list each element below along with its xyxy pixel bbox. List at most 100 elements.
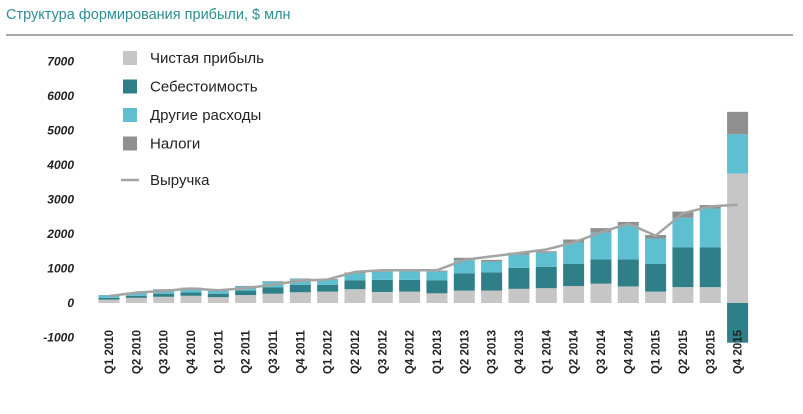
bar-segment	[453, 273, 475, 291]
x-tick-label: Q4 2014	[623, 329, 635, 374]
bar-segment	[317, 284, 339, 292]
bar-segment	[727, 134, 749, 174]
bar-segment	[344, 273, 366, 281]
bar-segment	[590, 259, 612, 284]
bar-segment	[535, 288, 557, 303]
bar-segment	[645, 264, 667, 292]
x-tick-label: Q4 2012	[405, 330, 417, 374]
bar-segment	[371, 279, 393, 292]
y-tick-label: 2000	[46, 227, 74, 241]
y-axis: 7000 6000 5000 4000 3000 2000 1000 0 -1000	[43, 55, 74, 345]
legend-swatch	[123, 108, 137, 122]
revenue-line	[108, 203, 738, 298]
bar-segment	[153, 293, 175, 297]
x-tick-label: Q2 2012	[350, 330, 362, 374]
bar-segment	[153, 296, 175, 303]
y-tick-label: 7000	[47, 55, 74, 69]
bar-segment	[262, 293, 284, 303]
x-tick-label: Q1 2011	[213, 330, 225, 374]
bar-segment	[371, 271, 393, 280]
bar-segment	[617, 225, 639, 260]
bar-segment	[563, 242, 585, 265]
bar-segment	[727, 173, 749, 303]
bar-segment	[590, 228, 612, 233]
bar-segment	[481, 290, 503, 303]
bar-segment	[98, 295, 120, 298]
legend-swatch	[123, 79, 137, 94]
bar-segment	[125, 297, 147, 303]
x-tick-label: Q2 2014	[569, 329, 581, 374]
bar-segment	[235, 285, 257, 287]
x-tick-label: Q1 2013	[432, 330, 444, 374]
x-tick-label: Q4 2010	[186, 330, 198, 374]
x-tick-label: Q2 2010	[131, 330, 143, 374]
y-tick-label: 5000	[47, 124, 74, 138]
x-tick-label: Q3 2011	[268, 330, 280, 374]
bar-segment	[344, 280, 366, 290]
bar-segment	[399, 279, 421, 292]
bar-segment	[371, 291, 393, 303]
bar-segment	[289, 292, 311, 303]
x-tick-label: Q2 2013	[459, 330, 471, 374]
bar-segment	[645, 291, 667, 303]
bar-segment	[453, 290, 475, 303]
bar-segment	[699, 287, 721, 303]
bar-segment	[617, 259, 639, 287]
x-tick-label: Q1 2010	[104, 330, 116, 374]
bar-segment	[426, 293, 448, 303]
legend-label: Налоги	[150, 136, 200, 153]
x-axis: Q1 2010 Q2 2010 Q3 2010 Q4 2010 Q1 2011 Q2 20…	[104, 329, 745, 374]
bar-segment	[672, 217, 694, 248]
bar-segment	[563, 286, 585, 303]
y-tick-label: 3000	[47, 193, 74, 207]
bar-segment	[207, 289, 229, 294]
x-tick-label: Q2 2011	[241, 330, 253, 374]
bar-segment	[672, 287, 694, 303]
bar-segment	[289, 284, 311, 293]
bar-segment	[590, 232, 612, 260]
bar-segment	[235, 290, 257, 296]
legend-label: Выручка	[150, 172, 210, 189]
revenue-line-group	[108, 203, 738, 298]
bar-segment	[590, 283, 612, 303]
bar-segment	[125, 295, 147, 298]
x-tick-label: Q3 2013	[487, 330, 499, 374]
bar-segment	[98, 299, 120, 303]
bar-segment	[508, 288, 530, 303]
bar-segment	[399, 291, 421, 303]
x-tick-label: Q4 2011	[295, 330, 307, 374]
x-tick-label: Q3 2012	[377, 330, 389, 374]
title-divider	[6, 34, 793, 36]
bar-segment	[535, 252, 557, 267]
x-tick-label: Q1 2014	[541, 329, 553, 374]
y-tick-label: -1000	[43, 331, 74, 345]
y-tick-label: 6000	[47, 89, 74, 103]
bar-segment	[317, 291, 339, 303]
x-tick-label: Q3 2010	[159, 330, 171, 374]
bar-segment	[180, 292, 202, 296]
bar-segment	[207, 293, 229, 298]
bar-segment	[563, 264, 585, 287]
bar-segment	[727, 303, 749, 343]
bar-segment	[344, 289, 366, 303]
bar-segment	[481, 272, 503, 291]
x-tick-label: Q4 2015	[733, 329, 745, 374]
bar-segment	[317, 279, 339, 285]
x-tick-label: Q1 2015	[651, 329, 663, 374]
bar-segment	[508, 254, 530, 268]
legend-label: Другие расходы	[150, 107, 261, 124]
bar-segment	[98, 297, 120, 300]
bar-segment	[180, 288, 202, 293]
bar-segment	[453, 260, 475, 274]
bar-segment	[481, 259, 503, 262]
bar-segment	[180, 295, 202, 303]
bar-segment	[699, 208, 721, 248]
x-tick-label: Q4 2013	[514, 330, 526, 374]
bar-segment	[289, 279, 311, 285]
bar-segment	[399, 271, 421, 280]
bar-segment	[426, 271, 448, 281]
bar-segment	[727, 111, 749, 135]
bar-segment	[672, 247, 694, 288]
x-tick-label: Q1 2012	[323, 330, 335, 374]
